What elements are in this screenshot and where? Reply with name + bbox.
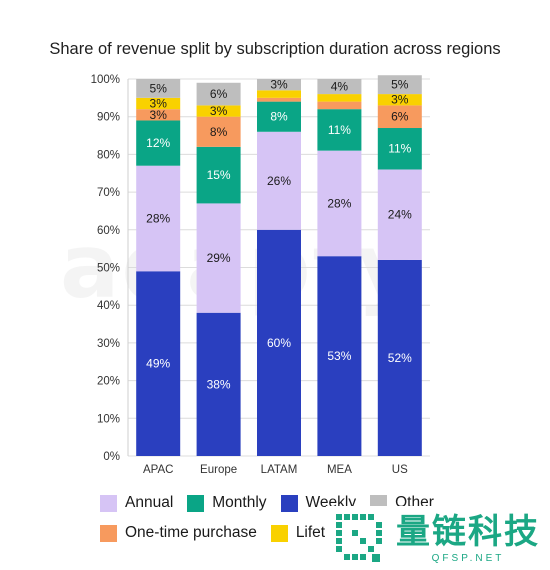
- legend-swatch: [280, 494, 298, 512]
- data-label: 60%: [267, 336, 291, 350]
- bar-segment: [317, 79, 362, 95]
- data-label: 38%: [207, 377, 231, 391]
- bar-segment: [136, 165, 181, 272]
- y-tick-label: 20%: [97, 376, 120, 388]
- x-tick-label: US: [392, 464, 408, 476]
- data-label: 53%: [327, 349, 351, 363]
- y-tick-label: 70%: [97, 187, 120, 199]
- legend-item: One-time purchase: [100, 524, 257, 542]
- y-tick-label: 100%: [91, 74, 120, 86]
- bar-segment: [136, 271, 181, 456]
- legend-row: One-time purchase Lifeti: [100, 518, 440, 548]
- bar-segment: [257, 229, 301, 456]
- bar-segment: [196, 116, 241, 147]
- data-label: 4%: [331, 80, 349, 94]
- brand-logo-icon: [336, 514, 382, 562]
- bar-segment: [136, 120, 181, 166]
- bar-segment: [317, 101, 362, 110]
- legend-item: Lifeti: [270, 524, 329, 542]
- legend-swatch: [100, 494, 117, 512]
- legend-label: Monthly: [212, 494, 267, 511]
- x-tick-label: LATAM: [261, 464, 298, 476]
- bar-segment: [377, 94, 422, 106]
- data-label: 6%: [391, 110, 409, 124]
- data-label: 11%: [328, 123, 351, 137]
- y-tick-label: 50%: [97, 263, 120, 275]
- bar-segment: [196, 105, 241, 117]
- data-label: 3%: [210, 104, 228, 118]
- y-tick-label: 0%: [103, 451, 120, 463]
- x-tick-label: Europe: [200, 464, 237, 476]
- bar-segment: [377, 105, 422, 129]
- y-tick-label: 30%: [97, 338, 120, 350]
- chart-legend: Annual Monthly Weekly Other One-time purchas…: [100, 488, 440, 548]
- legend-label: Lifeti: [295, 524, 329, 541]
- legend-swatch: [100, 524, 117, 542]
- bar-segment: [377, 169, 422, 260]
- y-tick-label: 40%: [97, 300, 120, 312]
- bar-segment: [196, 146, 241, 204]
- bar-segment: [257, 97, 301, 102]
- bar-segment: [136, 109, 181, 121]
- bar-segment: [136, 79, 181, 98]
- data-label: 12%: [146, 136, 170, 150]
- y-tick-label: 80%: [97, 149, 120, 161]
- brand-domain: QFSP.NET: [431, 552, 505, 564]
- data-label: 8%: [210, 125, 228, 139]
- bar-segment: [257, 90, 301, 98]
- bar-segment: [377, 128, 422, 170]
- data-label: 3%: [150, 108, 168, 122]
- data-label: 28%: [146, 211, 170, 225]
- y-tick-label: 60%: [97, 225, 120, 237]
- data-label: 28%: [327, 196, 351, 210]
- legend-row: Annual Monthly Weekly Other: [100, 488, 440, 518]
- data-label: 49%: [146, 357, 170, 371]
- bar-segment: [317, 94, 362, 102]
- y-tick-label: 10%: [97, 413, 120, 425]
- bar-segment: [257, 131, 301, 230]
- brand-watermark: 量链科技 QFSP.NET: [326, 506, 550, 570]
- legend-item: Annual: [100, 494, 173, 512]
- x-tick-label: MEA: [327, 464, 352, 476]
- legend-swatch: [187, 494, 205, 512]
- data-label: 26%: [267, 174, 291, 188]
- data-label: 8%: [270, 110, 288, 124]
- data-label: 11%: [388, 142, 411, 156]
- legend-item: Monthly: [187, 494, 267, 512]
- bar-segment: [196, 203, 241, 313]
- bar-segment: [317, 150, 362, 257]
- bar-segment: [257, 79, 301, 91]
- data-label: 5%: [150, 81, 168, 95]
- bar-segment: [377, 259, 422, 456]
- y-tick-label: 90%: [97, 112, 120, 124]
- bar-segment: [196, 82, 241, 106]
- stacked-bar-chart: 0% 10% 20% 30% 40% 50% 60% 70% 80% 90% 100% 49% 28% 1…: [91, 74, 430, 476]
- chart-title: Share of revenue split by subscription d…: [49, 40, 501, 58]
- x-tick-label: APAC: [143, 464, 173, 476]
- bar-segment: [136, 97, 181, 110]
- data-label: 3%: [270, 78, 288, 92]
- data-label: 52%: [388, 351, 412, 365]
- data-label: 29%: [207, 251, 231, 265]
- data-label: 6%: [210, 87, 228, 101]
- data-label: 3%: [150, 97, 168, 111]
- bar-segment: [317, 256, 362, 456]
- bar-segment: [317, 109, 362, 151]
- data-label: 15%: [207, 168, 231, 182]
- data-label: 5%: [391, 78, 409, 92]
- bar-segment: [257, 101, 301, 132]
- data-label: 3%: [391, 93, 409, 107]
- bar-segment: [196, 312, 241, 456]
- legend-label: Annual: [125, 494, 174, 511]
- data-label: 24%: [388, 208, 412, 222]
- legend-label: One-time purchase: [125, 524, 257, 541]
- brand-name: 量链科技: [396, 511, 540, 552]
- legend-swatch: [270, 524, 288, 542]
- bar-segment: [377, 75, 422, 95]
